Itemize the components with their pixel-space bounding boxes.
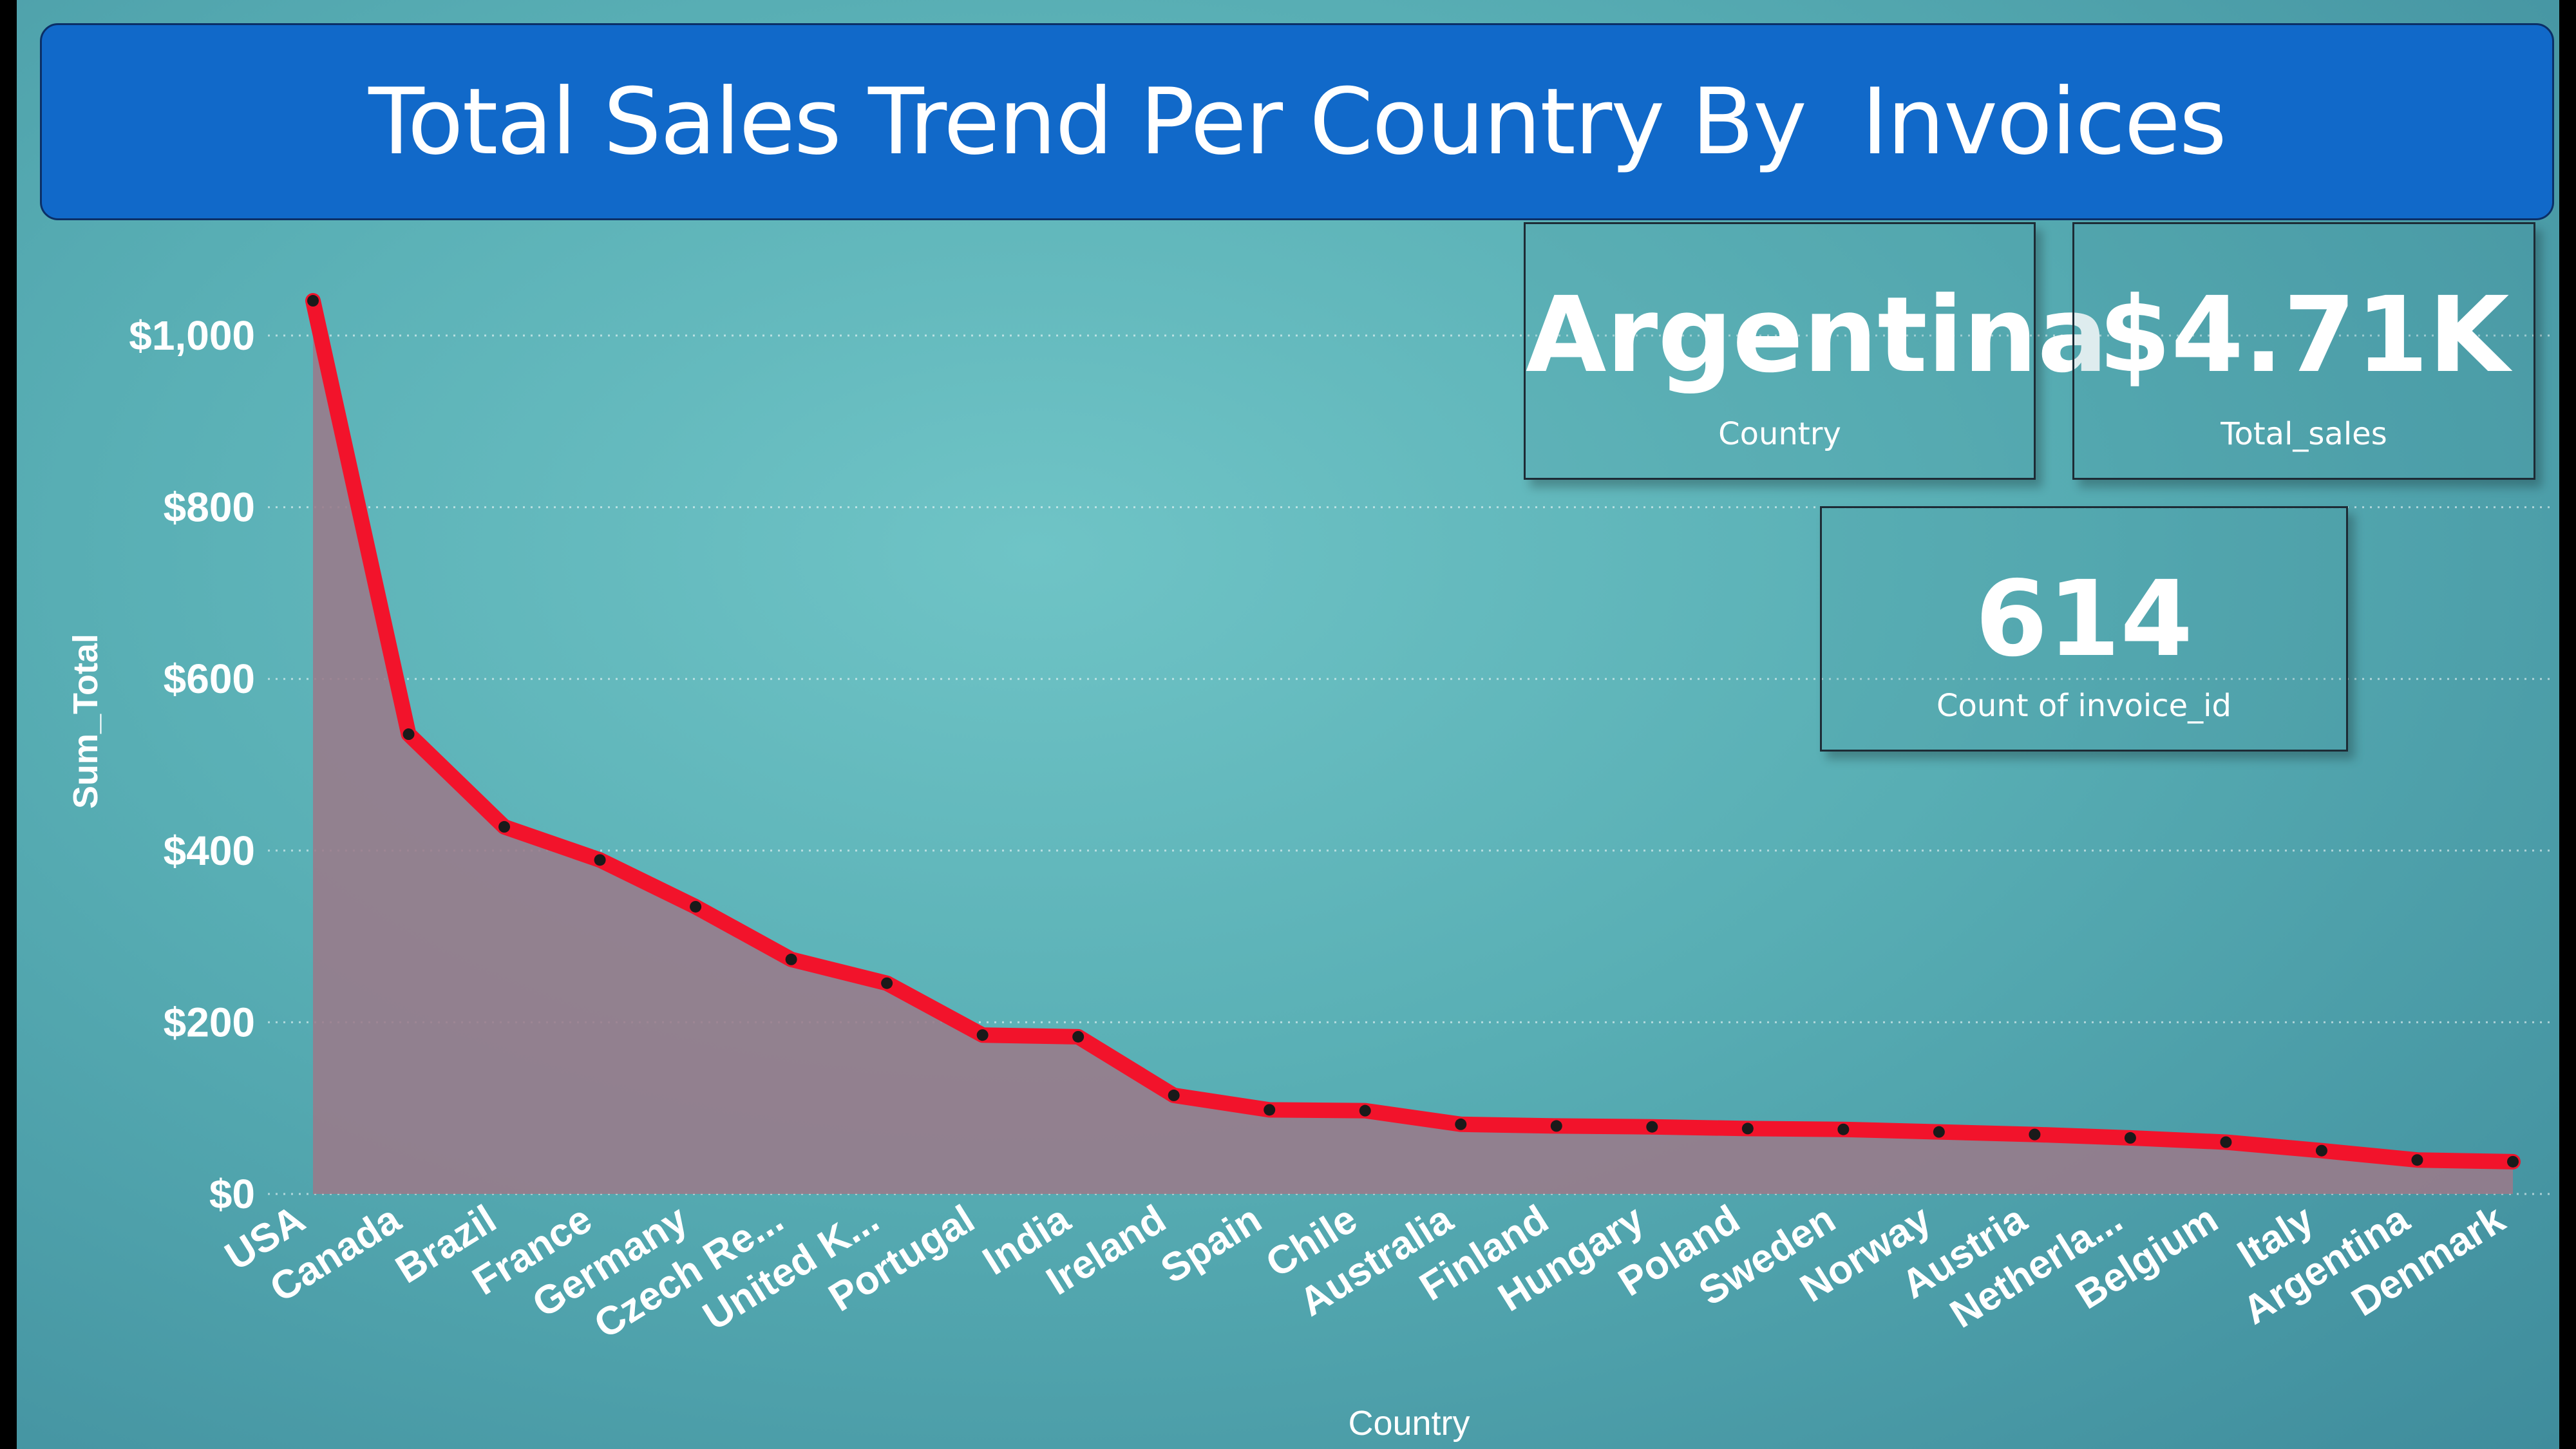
data-point[interactable] <box>2315 1144 2327 1157</box>
data-point[interactable] <box>2124 1132 2136 1144</box>
y-tick-label: $0 <box>209 1171 255 1217</box>
data-point[interactable] <box>2220 1136 2232 1148</box>
series <box>305 293 2521 1194</box>
series-area <box>313 301 2513 1194</box>
total-sales-label: Total_sales <box>2221 416 2387 452</box>
report-canvas: $0 $200 $400 $600 $800 $1,000 USA Canada Brazil… <box>17 0 2559 1449</box>
y-axis-label: Sum_Total <box>66 634 105 809</box>
data-point[interactable] <box>1837 1123 1850 1135</box>
invoice-count-card[interactable]: 614 Count of invoice_id <box>1820 506 2348 752</box>
data-point[interactable] <box>1933 1126 1945 1138</box>
data-point[interactable] <box>402 728 415 741</box>
invoice-count-label: Count of invoice_id <box>1937 688 2231 724</box>
data-point[interactable] <box>1359 1104 1371 1117</box>
data-point[interactable] <box>690 900 702 913</box>
data-point[interactable] <box>2507 1155 2519 1168</box>
y-axis-ticks: $0 $200 $400 $600 $800 $1,000 <box>129 312 255 1217</box>
data-point[interactable] <box>498 820 511 833</box>
page-title: Total Sales Trend Per Country By Invoice… <box>40 23 2554 220</box>
data-point[interactable] <box>785 953 797 965</box>
total-sales-card[interactable]: $4.71K Total_sales <box>2072 222 2535 480</box>
data-point[interactable] <box>1741 1122 1754 1135</box>
data-point[interactable] <box>1264 1104 1276 1116</box>
chart: $0 $200 $400 $600 $800 $1,000 USACanadaBrazil… <box>66 293 2550 1443</box>
invoice-count-value: 614 <box>1975 559 2193 680</box>
data-point[interactable] <box>1646 1121 1658 1133</box>
total-sales-value: $4.71K <box>2098 275 2510 396</box>
data-point[interactable] <box>2411 1154 2423 1166</box>
data-point[interactable] <box>307 295 319 307</box>
data-point[interactable] <box>1550 1120 1562 1132</box>
y-tick-label: $800 <box>164 484 255 531</box>
y-tick-label: $600 <box>164 656 255 702</box>
data-point[interactable] <box>2029 1128 2041 1141</box>
data-point[interactable] <box>594 854 606 866</box>
data-point[interactable] <box>1168 1089 1180 1101</box>
y-tick-label: $200 <box>164 999 255 1045</box>
data-point[interactable] <box>881 977 893 989</box>
country-value: Argentina <box>1526 275 2108 396</box>
series-line <box>305 293 2521 1170</box>
data-point[interactable] <box>976 1029 989 1041</box>
data-point[interactable] <box>1072 1030 1084 1043</box>
country-card[interactable]: Argentina Country <box>1524 222 2108 480</box>
country-label: Country <box>1718 416 1841 452</box>
x-tick-label: Spain <box>1153 1197 1269 1292</box>
y-tick-label: $400 <box>164 828 255 874</box>
data-point[interactable] <box>1455 1118 1467 1130</box>
y-tick-label: $1,000 <box>129 312 255 359</box>
x-axis-label: Country <box>1348 1404 1470 1443</box>
